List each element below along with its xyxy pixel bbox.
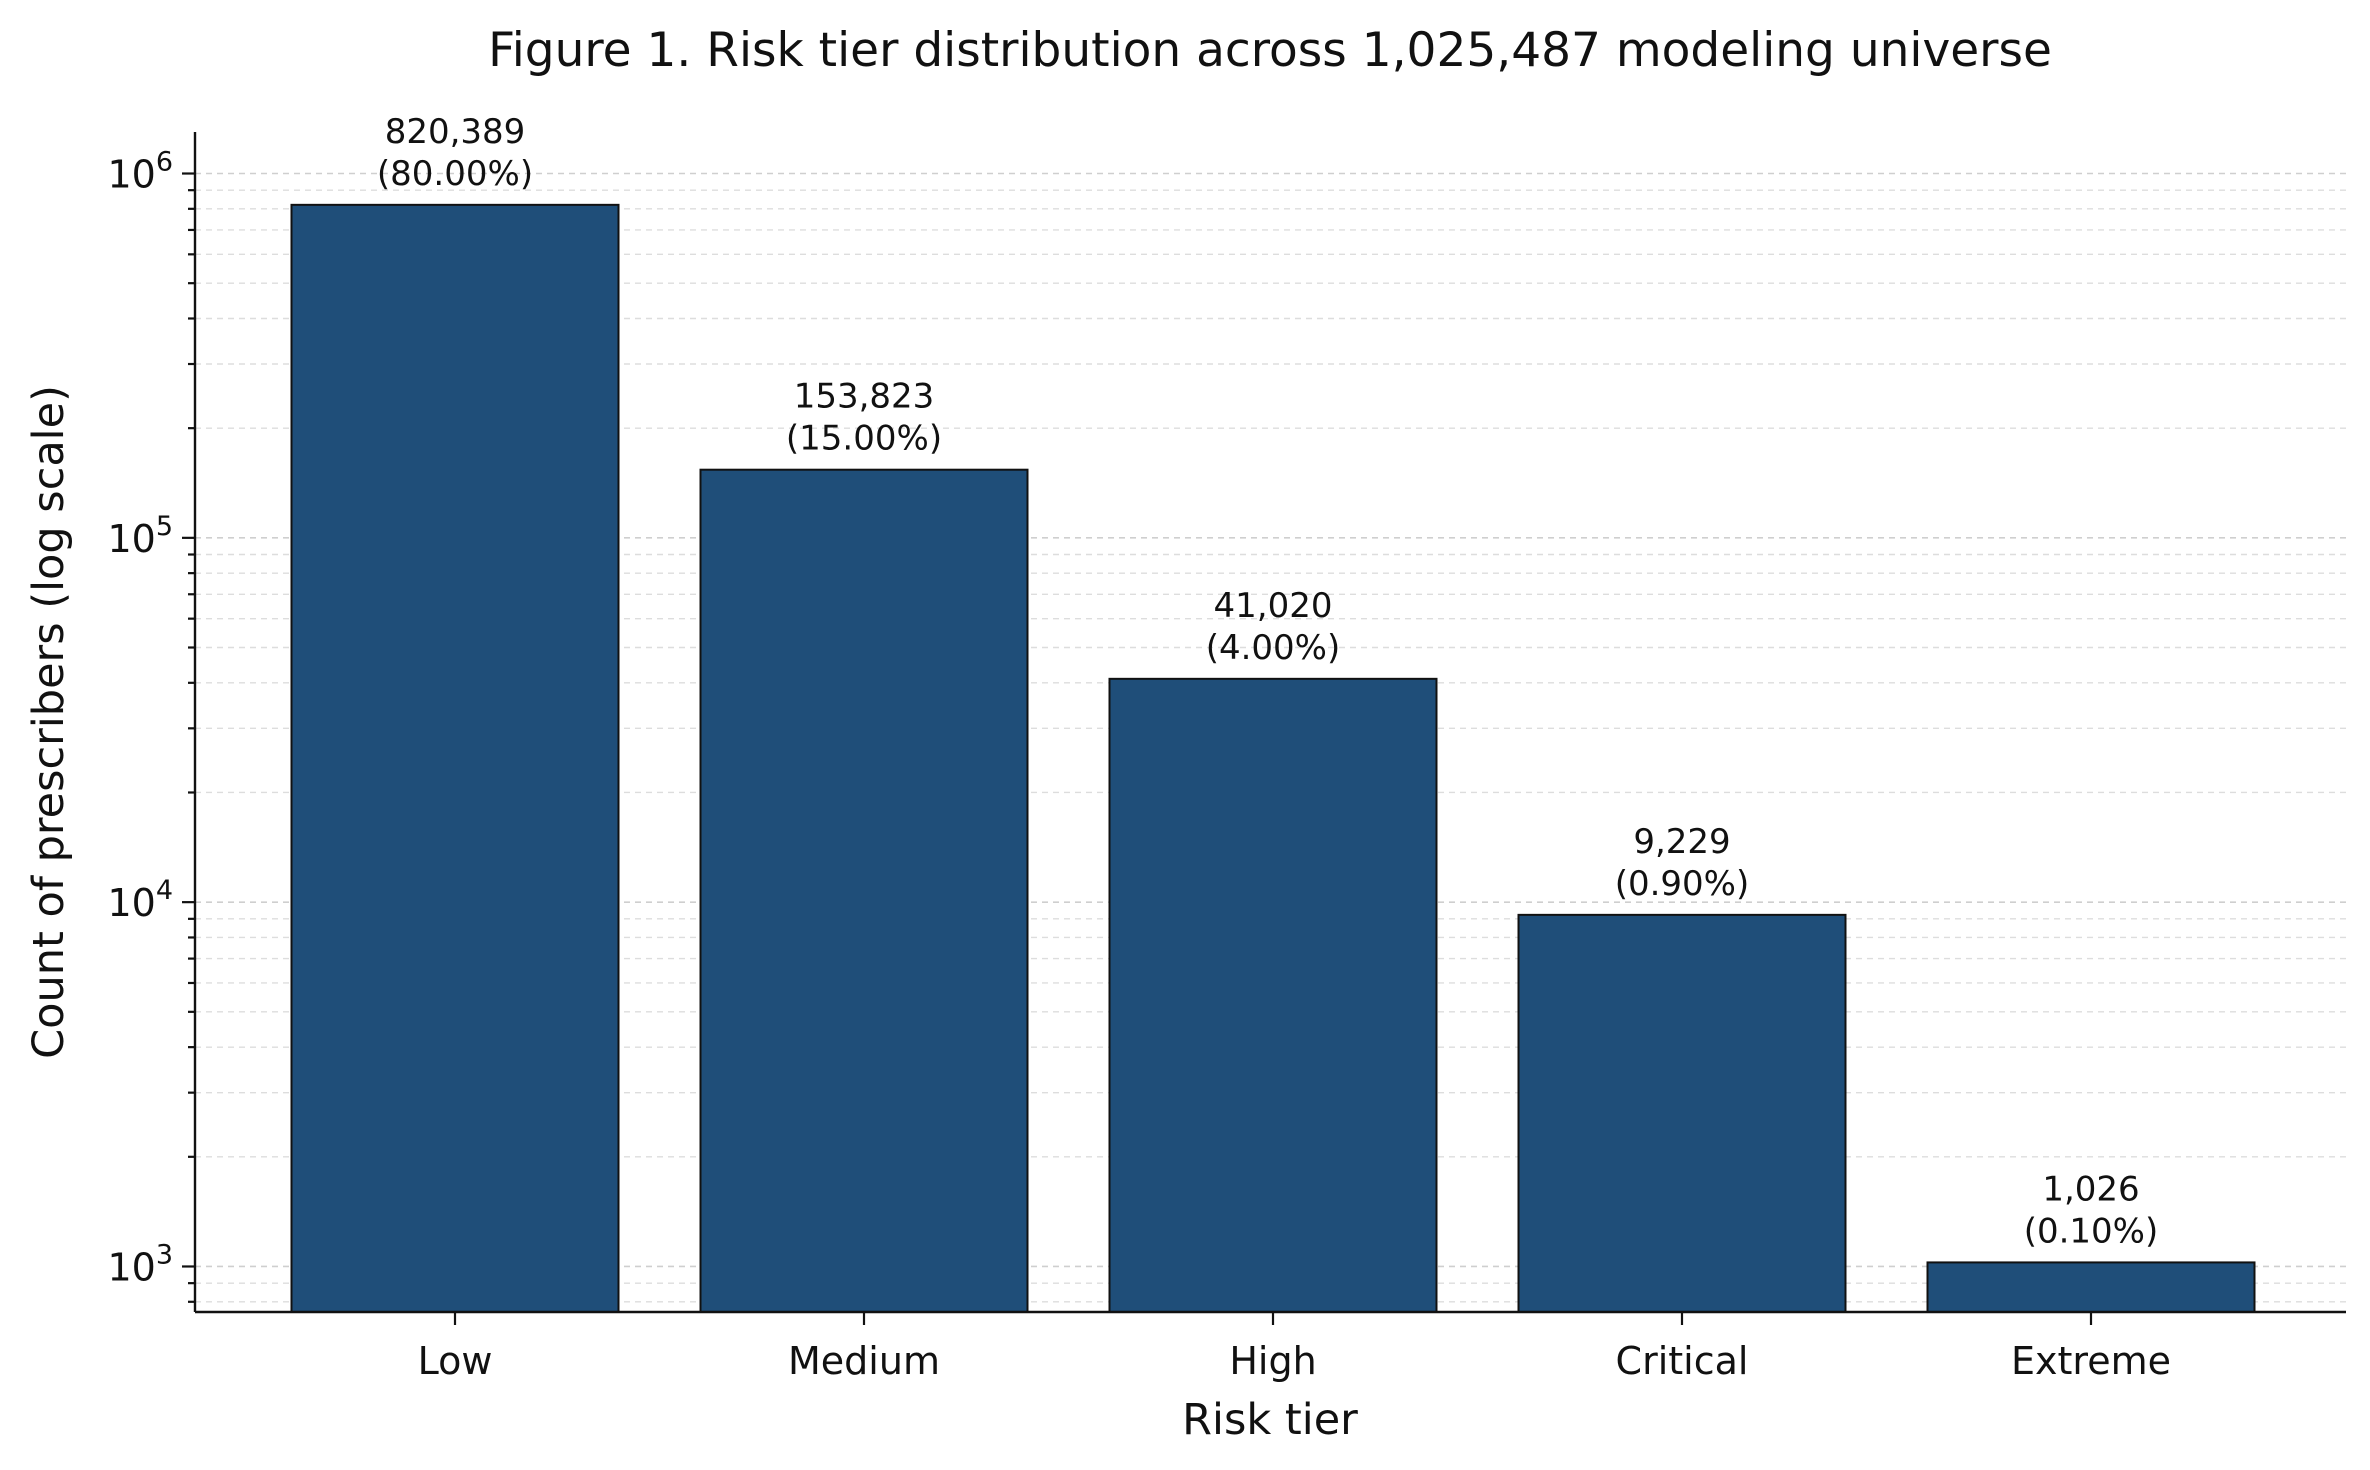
bar-value-labels: 820,389(80.00%) 153,823(15.00%) 41,020(4.0… [377,112,2158,1252]
bar-medium [699,468,1029,1314]
bar-value-label: 1,026 [2042,1169,2139,1209]
x-tick-label: Critical [1616,1339,1749,1383]
bar-percent-label: (80.00%) [377,154,533,194]
y-tick-label: 104 [107,875,173,925]
bar-percent-label: (15.00%) [786,419,942,459]
bar-high [1108,677,1438,1313]
chart-title: Figure 1. Risk tier distribution across … [488,23,2052,78]
x-tick-label: Extreme [2011,1339,2171,1383]
bar-value-label: 41,020 [1214,586,1333,626]
bar-percent-label: (0.10%) [2024,1211,2159,1251]
x-tick-label: Low [418,1339,493,1383]
bar-value-label: 820,389 [385,112,526,152]
y-tick-label: 106 [107,147,173,197]
bar-percent-label: (4.00%) [1206,628,1341,668]
bar-extreme [1926,1261,2256,1313]
bar-percent-label: (0.90%) [1615,864,1750,904]
x-axis-ticks: Low Medium High Critical Extreme [418,1312,2171,1383]
y-axis-label: Count of prescribers (log scale) [24,385,74,1059]
bar-value-label: 153,823 [794,377,935,417]
bar-low [290,203,620,1313]
y-tick-label: 105 [107,511,173,561]
bars [290,203,2256,1314]
y-tick-label: 103 [107,1239,173,1289]
y-axis-ticks: 103 104 105 106 [107,147,195,1303]
x-tick-label: Medium [788,1339,940,1383]
x-tick-label: High [1229,1339,1316,1383]
bar-critical [1517,913,1847,1313]
x-axis-label: Risk tier [1182,1395,1358,1445]
bar-value-label: 9,229 [1633,822,1730,862]
